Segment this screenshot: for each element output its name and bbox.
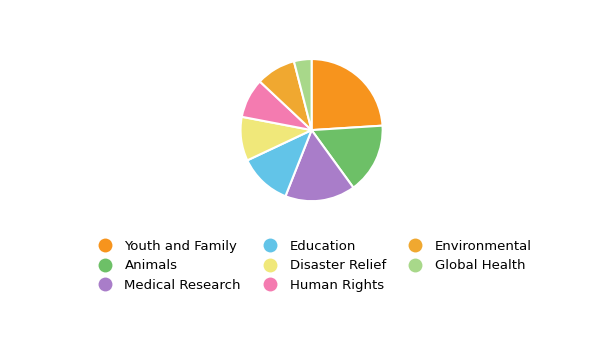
- Wedge shape: [260, 61, 311, 130]
- Wedge shape: [311, 126, 382, 187]
- Wedge shape: [242, 82, 311, 130]
- Wedge shape: [241, 117, 311, 160]
- Wedge shape: [311, 59, 382, 130]
- Legend: Youth and Family, Animals, Medical Research, Education, Disaster Relief, Human R: Youth and Family, Animals, Medical Resea…: [91, 240, 532, 292]
- Wedge shape: [285, 130, 353, 201]
- Wedge shape: [247, 130, 311, 196]
- Wedge shape: [294, 59, 312, 130]
